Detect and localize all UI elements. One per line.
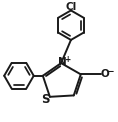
Text: S: S [41, 93, 50, 106]
Text: −: − [106, 67, 113, 76]
Text: N: N [58, 57, 67, 67]
Text: +: + [65, 55, 71, 64]
Text: O: O [100, 69, 109, 79]
Text: Cl: Cl [65, 2, 77, 12]
